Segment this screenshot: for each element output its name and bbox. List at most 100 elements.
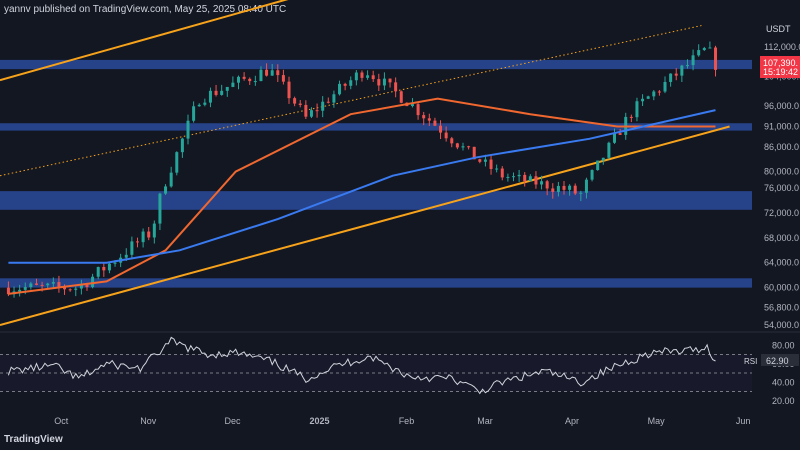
candle-body-34 [197,104,201,107]
candle-body-123 [697,50,701,56]
candle-body-94 [534,176,538,185]
candle-body-39 [225,86,229,91]
candle-body-120 [680,65,684,76]
candle-body-4 [29,283,33,288]
candle-body-15 [91,276,95,288]
candle-body-46 [265,69,269,76]
candle-body-88 [500,168,504,178]
candle-body-109 [618,133,622,135]
candle-body-19 [113,262,117,264]
candle-body-61 [349,80,353,86]
x-tick-8: Jun [736,416,751,426]
candle-body-26 [152,223,156,238]
candle-body-95 [540,181,544,185]
candle-body-16 [96,266,100,277]
y-tick-2: 96,000.0 [764,101,799,111]
candle-body-82 [467,146,471,148]
y-tick-8: 68,000.0 [764,233,799,243]
y-tick-3: 91,000.0 [764,122,799,132]
candle-body-73 [416,104,420,116]
candle-body-90 [511,176,515,178]
candle-body-72 [410,104,414,107]
candle-body-3 [23,287,27,290]
tradingview-logo: TradingView [4,434,63,445]
last-price-label: 107,390. [763,58,798,68]
candle-body-56 [321,101,325,111]
trendline-2 [0,25,702,177]
candle-body-33 [192,106,196,121]
candle-body-115 [652,91,656,97]
candle-body-57 [326,101,330,103]
candle-body-67 [382,78,386,86]
rsi-tick-0: 80.00 [772,340,795,350]
candle-body-119 [674,73,678,76]
countdown-label: 15:19:42 [763,67,798,77]
candle-body-69 [394,82,398,92]
candle-body-30 [175,152,179,173]
candle-body-18 [107,263,111,271]
zone-3 [0,278,752,288]
candle-body-25 [147,231,151,238]
candle-body-107 [607,142,611,158]
candle-body-5 [34,283,38,285]
candle-body-36 [208,90,212,103]
candle-body-118 [669,73,673,82]
candle-body-63 [360,72,364,78]
time-axis: Oct Nov Dec 2025 Feb Mar Apr May Jun [54,416,750,426]
candle-body-97 [551,188,555,192]
candle-body-99 [562,185,566,190]
candle-body-84 [478,159,482,162]
candle-body-102 [579,192,583,194]
candle-body-52 [298,103,302,105]
candle-body-11 [68,289,72,291]
rsi-value-box [761,353,799,366]
candle-body-54 [309,110,313,117]
candle-body-8 [51,282,55,284]
candle-body-28 [164,186,168,194]
candle-body-79 [450,138,454,144]
candle-body-89 [506,176,510,178]
candle-body-92 [523,174,527,182]
candle-body-121 [685,65,689,67]
candle-body-75 [427,118,431,121]
candle-body-60 [343,83,347,86]
zone-1 [0,123,752,131]
candle-body-59 [338,83,342,95]
candle-body-14 [85,284,89,288]
candle-body-27 [158,193,162,224]
candle-body-124 [702,48,706,51]
candle-body-24 [141,231,145,243]
candle-body-43 [248,78,252,82]
candle-body-62 [354,72,358,81]
trendline-1 [0,0,289,82]
candle-body-49 [281,75,285,82]
moving-average-1 [8,109,716,264]
candle-body-114 [646,96,650,99]
moving-averages [8,97,716,295]
x-tick-3: 2025 [309,416,329,426]
candle-body-87 [495,168,499,170]
y-tick-12: 54,000.0 [764,320,799,330]
candle-body-37 [214,90,218,95]
support-resistance-zones [0,59,752,288]
candle-body-38 [220,90,224,95]
candle-body-76 [433,120,437,126]
candle-body-105 [596,160,600,171]
candles [6,41,718,298]
candle-body-80 [455,143,459,148]
zone-2 [0,191,752,210]
candle-body-126 [714,47,718,70]
candle-body-40 [231,82,235,87]
candle-body-74 [422,115,426,119]
candle-body-122 [691,55,695,66]
y-tick-11: 56,800.0 [764,303,799,313]
candle-body-44 [253,81,257,83]
candle-body-48 [276,70,280,76]
candle-body-6 [40,284,44,286]
rsi-line [7,336,716,395]
publish-header: yannv published on TradingView.com, May … [4,4,287,15]
candle-body-106 [601,157,605,161]
candle-body-9 [57,282,61,287]
